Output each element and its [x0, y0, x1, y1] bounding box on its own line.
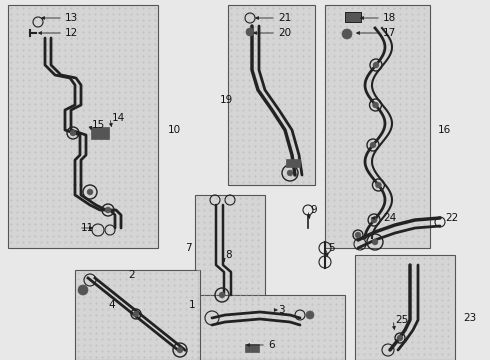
Text: 8: 8 [225, 250, 232, 260]
Circle shape [355, 232, 361, 238]
Text: 5: 5 [328, 243, 335, 253]
Bar [75, 270, 200, 360]
Bar [245, 344, 259, 352]
Text: 6: 6 [268, 340, 274, 350]
Text: 19: 19 [220, 95, 233, 105]
Text: 9: 9 [310, 205, 317, 215]
Circle shape [372, 239, 378, 245]
Text: 15: 15 [92, 120, 105, 130]
Bar [345, 12, 361, 22]
Circle shape [306, 311, 314, 319]
Circle shape [397, 335, 403, 341]
Text: 4: 4 [108, 300, 115, 310]
Bar [345, 12, 361, 22]
Text: 20: 20 [278, 28, 291, 38]
Circle shape [373, 62, 379, 68]
Text: 1: 1 [189, 300, 196, 310]
Bar [228, 5, 315, 185]
Text: 18: 18 [383, 13, 396, 23]
Circle shape [287, 170, 293, 176]
Bar [355, 255, 455, 360]
Circle shape [105, 207, 111, 213]
Circle shape [372, 102, 378, 108]
Bar [325, 5, 430, 248]
Circle shape [177, 347, 183, 353]
Circle shape [375, 182, 381, 188]
Text: 3: 3 [278, 305, 285, 315]
Text: 24: 24 [383, 213, 396, 223]
Circle shape [70, 130, 76, 136]
Bar [8, 5, 158, 248]
Circle shape [246, 28, 254, 36]
Bar [195, 295, 345, 360]
Text: 2: 2 [128, 270, 135, 280]
Bar [91, 127, 109, 139]
Text: 25: 25 [395, 315, 408, 325]
Text: 10: 10 [168, 125, 181, 135]
Circle shape [78, 285, 88, 295]
Circle shape [87, 189, 93, 195]
Bar [195, 195, 265, 303]
Text: 12: 12 [65, 28, 78, 38]
Text: 21: 21 [278, 13, 291, 23]
Text: 22: 22 [445, 213, 458, 223]
Circle shape [371, 217, 377, 223]
Text: 7: 7 [185, 243, 192, 253]
Text: 16: 16 [438, 125, 451, 135]
Circle shape [342, 29, 352, 39]
Circle shape [370, 142, 376, 148]
Text: 14: 14 [112, 113, 125, 123]
Text: 11: 11 [81, 223, 94, 233]
Text: 23: 23 [463, 313, 476, 323]
Circle shape [219, 292, 225, 298]
Circle shape [133, 311, 139, 317]
Bar [286, 159, 300, 167]
Text: 13: 13 [65, 13, 78, 23]
Text: 17: 17 [383, 28, 396, 38]
